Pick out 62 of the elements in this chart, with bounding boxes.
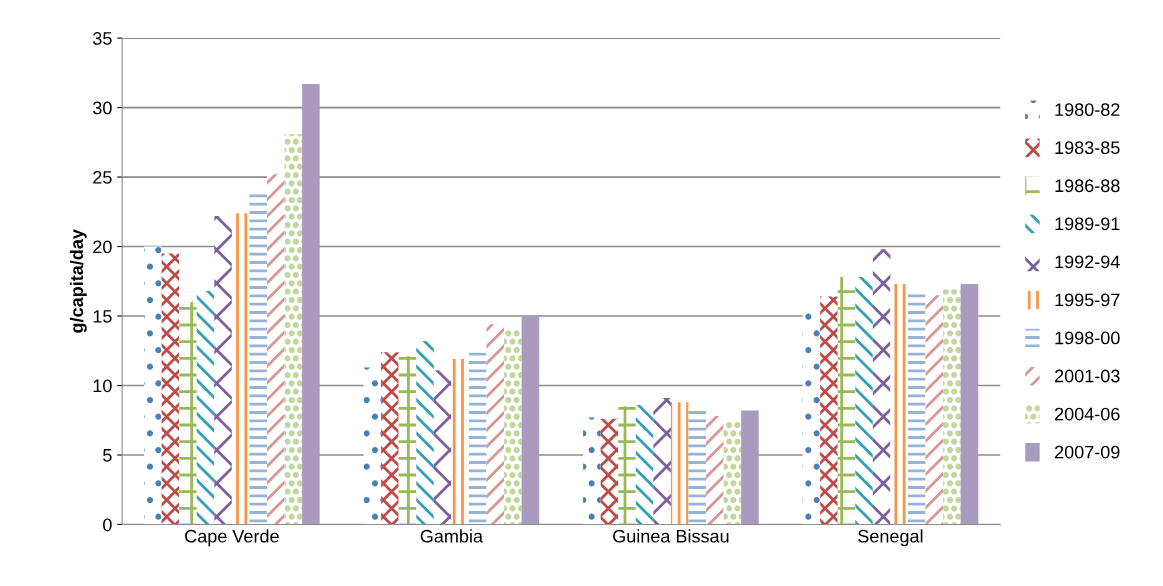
bar (144, 246, 162, 525)
bar (670, 402, 689, 525)
bar (706, 416, 724, 525)
legend-label: 1989-91 (1055, 217, 1120, 231)
bar (398, 356, 417, 525)
bar (504, 329, 522, 525)
bar (179, 302, 197, 525)
x-tick-label: Guinea Bissau (613, 529, 729, 543)
bar (214, 215, 232, 525)
bar (820, 296, 838, 525)
bar (618, 406, 636, 525)
bar (433, 370, 452, 525)
bar (890, 284, 908, 525)
bar (196, 291, 215, 525)
bar (653, 398, 671, 525)
x-tick-label: Senegal (858, 529, 923, 547)
y-tick-label: 25 (93, 170, 112, 184)
bar (960, 284, 979, 525)
bar (925, 295, 944, 525)
legend-label: 1998-00 (1055, 331, 1120, 345)
bar (723, 421, 742, 525)
bar (381, 352, 399, 525)
bar (521, 316, 540, 525)
bar (907, 291, 926, 525)
y-tick-label: 20 (93, 240, 112, 254)
y-tick-label: 35 (93, 32, 112, 45)
bar (872, 249, 891, 525)
y-tick-label: 15 (93, 310, 112, 323)
bar (688, 407, 707, 525)
bar (635, 404, 654, 525)
bar (284, 133, 303, 525)
bar (600, 418, 619, 525)
bar (837, 277, 856, 525)
bar (249, 192, 267, 525)
y-tick-label: 30 (93, 101, 112, 115)
legend-label: 2004-06 (1055, 407, 1120, 421)
bar (468, 352, 487, 525)
legend-label: 1980-82 (1055, 103, 1120, 117)
y-tick-label: 0 (103, 518, 112, 532)
bar (231, 213, 250, 525)
bar (855, 277, 873, 525)
bar (363, 367, 382, 525)
legend-label: 2007-09 (1055, 445, 1120, 459)
legend-label: 1983-85 (1055, 141, 1120, 155)
bar (161, 253, 180, 525)
x-tick-label: Gambia (420, 529, 483, 543)
legend-label: 1995-97 (1055, 293, 1120, 307)
legend-label: 1992-94 (1055, 255, 1120, 269)
legend-label: 1986-88 (1055, 179, 1120, 193)
bar (451, 359, 469, 525)
bar (741, 410, 759, 525)
y-axis-title: g/capita/day (69, 229, 87, 333)
bar (267, 174, 285, 525)
y-tick-label: 10 (93, 379, 112, 393)
bar (302, 83, 320, 525)
bar (943, 289, 961, 525)
legend-label: 2001-03 (1055, 369, 1120, 383)
y-tick-label: 5 (103, 449, 112, 462)
x-tick-label: Cape Verde (185, 529, 279, 547)
bar (416, 341, 434, 525)
bar (583, 417, 601, 525)
bar (486, 324, 505, 525)
